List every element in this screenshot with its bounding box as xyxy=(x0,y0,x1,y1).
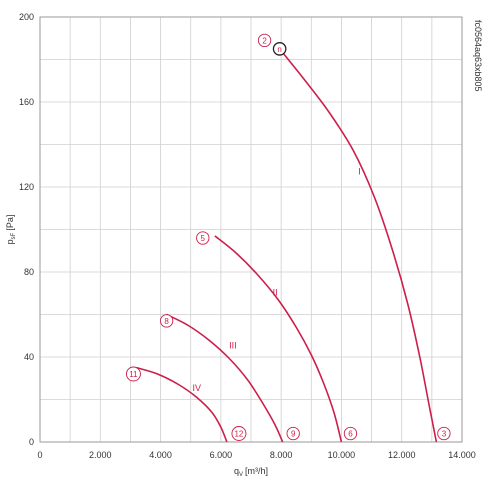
x-tick-label: 8.000 xyxy=(270,450,293,460)
marker-circle xyxy=(231,426,247,441)
marker-circle xyxy=(437,426,451,441)
axes xyxy=(39,16,463,443)
marker-label: 9 xyxy=(291,430,296,439)
marker-3: 3 xyxy=(437,426,451,441)
x-axis-label: qV [m³/h] xyxy=(234,466,268,478)
grid xyxy=(39,16,463,443)
marker-circle xyxy=(125,366,141,382)
marker-6: 6 xyxy=(343,426,358,441)
y-axis-label: psF[Pa] xyxy=(5,215,17,245)
curve-label-iv: IV xyxy=(192,383,201,393)
marker-9: 9 xyxy=(286,426,300,441)
x-axis-subscript: V xyxy=(239,472,243,478)
y-tick-label: 0 xyxy=(29,437,34,447)
plot-frame xyxy=(39,16,463,443)
marker-8: 8 xyxy=(159,314,174,328)
x-tick-label: 14.000 xyxy=(448,450,476,460)
marker-label: 2 xyxy=(262,36,267,45)
x-tick-label: 2.000 xyxy=(89,450,112,460)
y-tick-label: 200 xyxy=(19,12,34,22)
marker-label: 11 xyxy=(129,370,138,379)
y-tick-label: 80 xyxy=(24,267,34,277)
marker-circle xyxy=(196,231,210,245)
curve-ii xyxy=(214,235,343,443)
y-axis-unit: [Pa] xyxy=(5,215,15,231)
marker-5: 5 xyxy=(196,231,210,245)
x-tick-label: 0 xyxy=(37,450,42,460)
marker-circle xyxy=(343,426,358,441)
x-tick-label: 10.000 xyxy=(328,450,356,460)
marker-2: 2 xyxy=(257,33,272,48)
marker-label: 5 xyxy=(201,234,206,243)
x-axis-unit: [m³/h] xyxy=(245,466,268,476)
marker-label: 12 xyxy=(234,430,243,439)
drawing-id: fc0564aq63xb805 xyxy=(473,20,483,92)
marker-circle xyxy=(272,42,287,56)
operating-point-markers: 2 n 3 5 6 8 9 11 12 xyxy=(125,33,451,441)
y-axis-subscript: sF xyxy=(11,232,17,239)
marker-12: 12 xyxy=(231,426,247,441)
marker-n: n xyxy=(272,42,287,56)
y-axis-symbol: p xyxy=(5,239,15,244)
marker-circle xyxy=(159,314,174,328)
curve-i xyxy=(279,48,438,443)
marker-circle xyxy=(257,33,272,48)
x-tick-label: 12.000 xyxy=(388,450,416,460)
marker-label: 6 xyxy=(348,430,353,439)
y-tick-label: 40 xyxy=(24,352,34,362)
curve-label-i: I xyxy=(358,166,361,176)
marker-label: n xyxy=(277,45,281,54)
x-tick-label: 4.000 xyxy=(149,450,172,460)
curve-iii xyxy=(166,313,284,443)
x-tick-label: 6.000 xyxy=(210,450,233,460)
curve-label-iii: III xyxy=(229,341,237,351)
marker-circle xyxy=(286,426,300,441)
y-tick-label: 120 xyxy=(19,182,34,192)
curve-iv xyxy=(136,366,228,443)
tick-labels: 0 2.000 4.000 6.000 8.000 10.000 12.000 14.000 0… xyxy=(19,12,476,460)
y-tick-label: 160 xyxy=(19,97,34,107)
marker-label: 8 xyxy=(164,317,169,326)
marker-11: 11 xyxy=(125,366,141,382)
curve-label-ii: II xyxy=(273,287,278,297)
x-axis-symbol: q xyxy=(234,466,239,476)
marker-label: 3 xyxy=(442,430,447,439)
